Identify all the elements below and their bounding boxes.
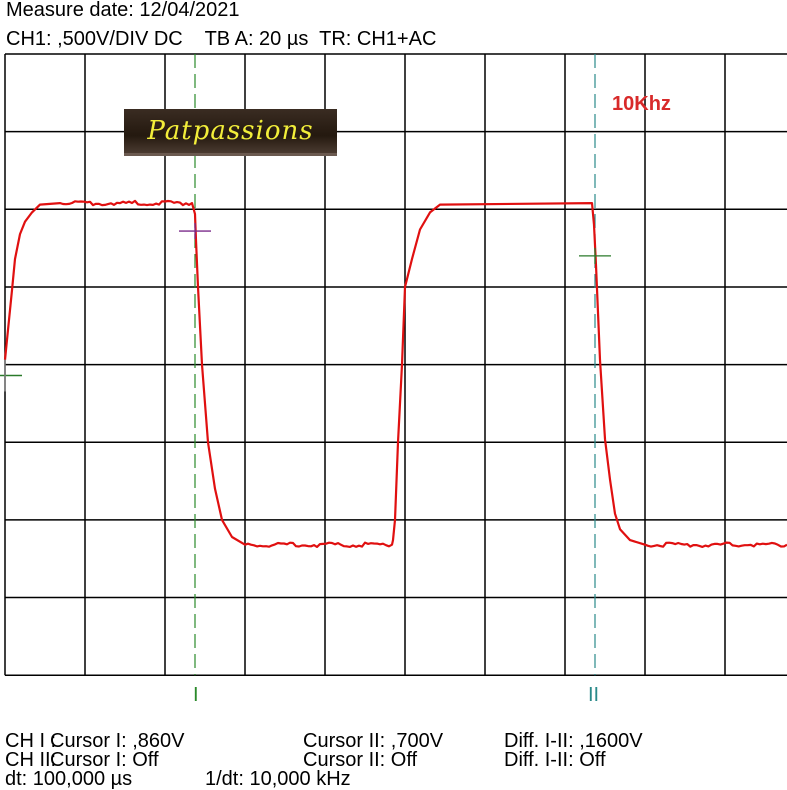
measure-date: Measure date: 12/04/2021 <box>6 0 240 21</box>
channel-settings: CH1: ,500V/DIV DC TB A: 20 µs TR: CH1+AC <box>6 28 437 50</box>
logo-text: Patpassions <box>147 116 314 146</box>
ch1-cursor2-value: Cursor II: ,700V <box>303 730 444 752</box>
logo: Patpassions <box>124 109 337 156</box>
ch2-label: CH II: <box>5 749 57 771</box>
ch2-cursor2-value: Cursor II: Off <box>303 749 418 771</box>
cursors <box>194 54 596 676</box>
grid <box>4 53 787 676</box>
dt-value: dt: 100,000 µs <box>5 768 133 790</box>
cursor-1-label: I <box>193 684 199 706</box>
ch1-label: CH I : <box>5 730 57 752</box>
cursor-markers <box>0 223 611 392</box>
frequency-label: 10Khz <box>612 93 671 115</box>
waveform-line <box>3 199 787 549</box>
ch2-cursor1-value: Cursor I: Off <box>50 749 159 771</box>
waveform-trace <box>3 199 787 549</box>
inv-dt-value: 1/dt: 10,000 kHz <box>205 768 351 790</box>
ch1-diff-value: Diff. I-II: ,1600V <box>504 730 643 752</box>
ch2-diff-value: Diff. I-II: Off <box>504 749 606 771</box>
cursor-2-label: II <box>588 684 600 706</box>
ch1-cursor1-value: Cursor I: ,860V <box>50 730 185 752</box>
